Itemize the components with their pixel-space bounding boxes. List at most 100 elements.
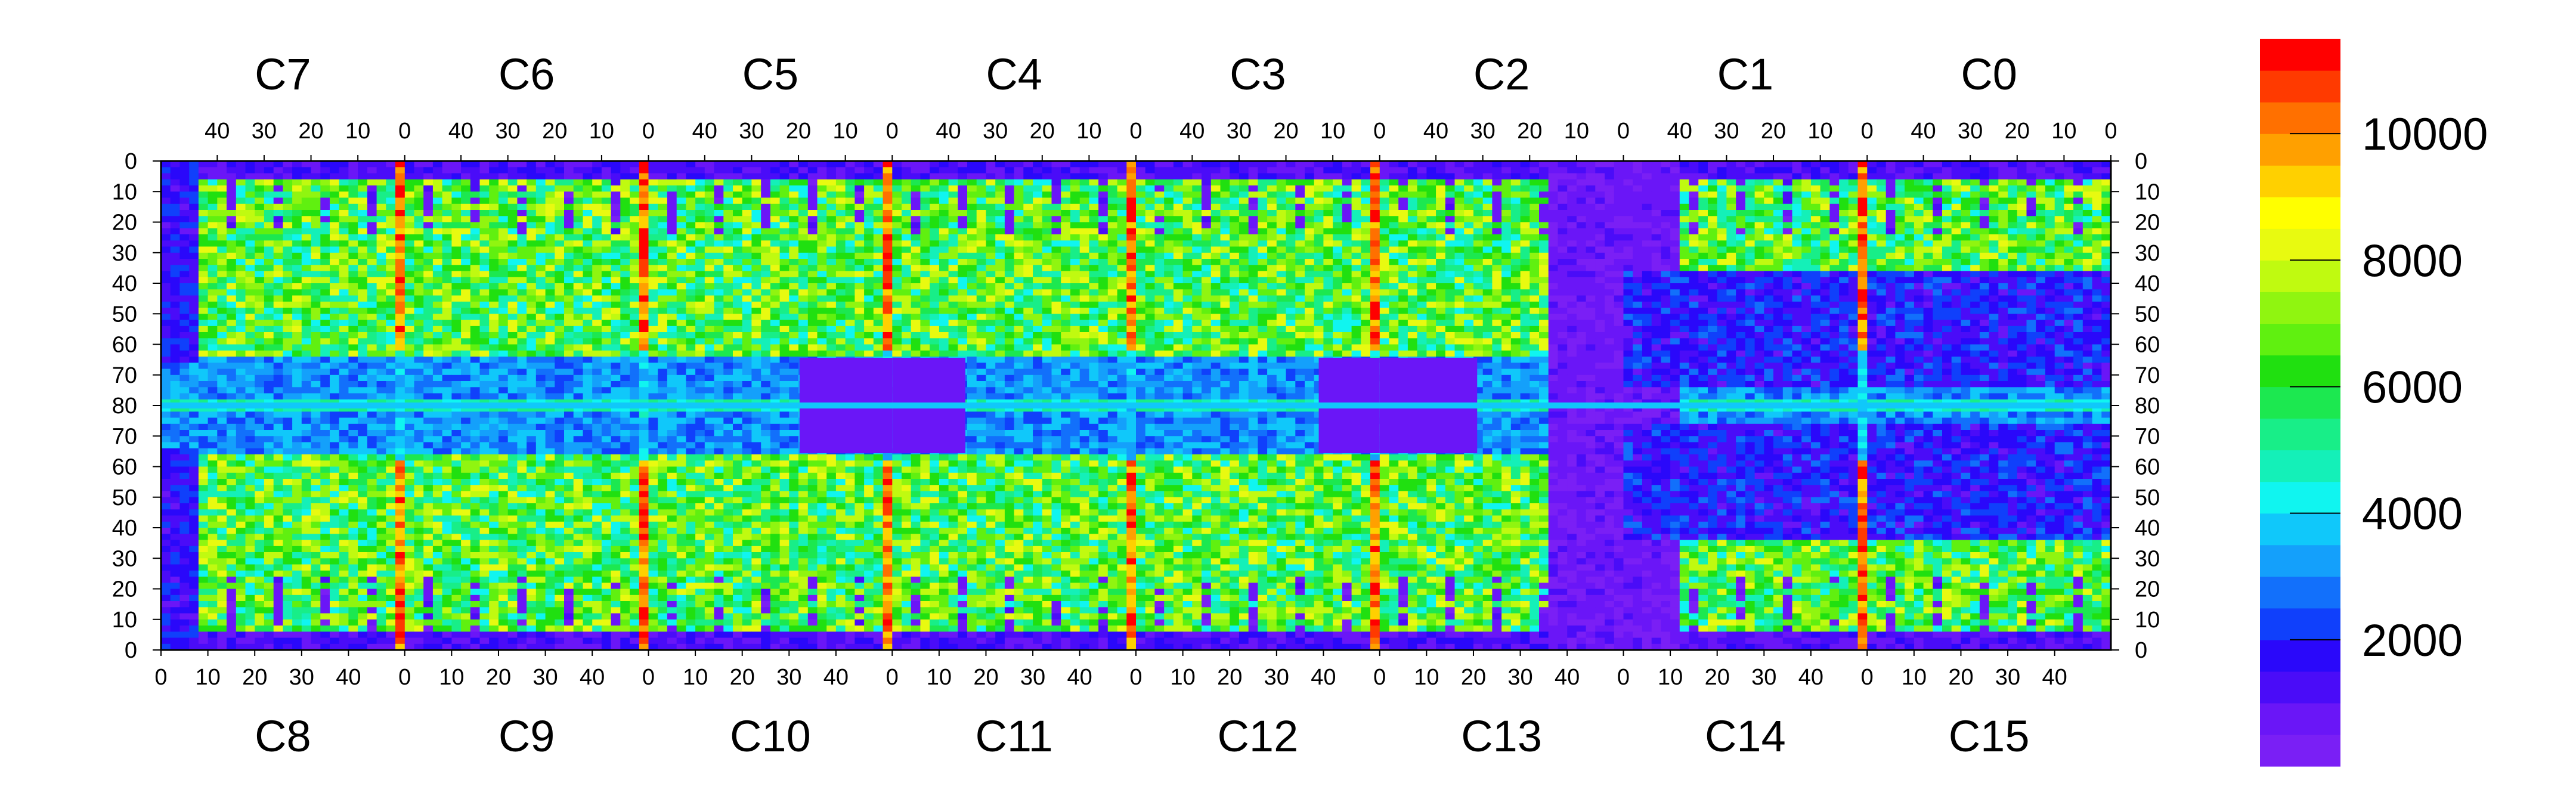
heatmap-cell: [573, 503, 583, 510]
heatmap-cell: [451, 197, 462, 205]
heatmap-cell: [611, 430, 621, 436]
heatmap-cell: [489, 185, 499, 192]
heatmap-cell: [198, 167, 209, 174]
heatmap-cell: [179, 216, 190, 223]
heatmap-cell: [301, 472, 312, 479]
heatmap-cell: [395, 246, 405, 253]
heatmap-cell: [545, 381, 555, 388]
heatmap-cell: [236, 381, 246, 388]
heatmap-cell: [189, 222, 199, 229]
heatmap-cell: [714, 265, 724, 272]
heatmap-cell: [227, 521, 237, 528]
heatmap-cell: [573, 265, 583, 272]
heatmap-cell: [507, 479, 518, 485]
heatmap-cell: [189, 485, 199, 492]
heatmap-cell: [564, 338, 574, 345]
heatmap-cell: [198, 521, 209, 528]
heatmap-cell: [601, 583, 612, 590]
heatmap-cell: [414, 301, 424, 308]
heatmap-cell: [714, 173, 724, 180]
heatmap-cell: [245, 234, 255, 241]
heatmap-cell: [779, 246, 789, 253]
heatmap-cell: [386, 350, 396, 357]
heatmap-cell: [611, 466, 621, 473]
heatmap-cell: [564, 613, 574, 620]
heatmap-cell: [583, 442, 593, 449]
heatmap-cell: [367, 570, 377, 577]
heatmap-cell: [283, 491, 293, 498]
heatmap-cell: [789, 301, 799, 308]
heatmap-cell: [564, 252, 574, 259]
heatmap-cell: [395, 210, 405, 216]
heatmap-cell: [189, 479, 199, 485]
heatmap-cell: [770, 308, 781, 314]
heatmap-cell: [348, 332, 358, 339]
heatmap-cell: [620, 423, 630, 431]
heatmap-cell: [339, 448, 349, 455]
heatmap-cell: [442, 479, 452, 485]
heatmap-cell: [499, 320, 509, 327]
heatmap-cell: [527, 210, 537, 216]
heatmap-cell: [517, 283, 527, 290]
heatmap-cell: [499, 466, 509, 473]
heatmap-cell: [639, 277, 649, 284]
heatmap-cell: [292, 252, 302, 259]
heatmap-cell: [339, 350, 349, 357]
heatmap-cell: [208, 295, 218, 302]
heatmap-cell: [527, 234, 537, 241]
heatmap-cell: [527, 589, 537, 596]
heatmap-cell: [179, 564, 190, 571]
heatmap-cell: [161, 387, 171, 394]
heatmap-cell: [170, 210, 180, 216]
heatmap-cell: [367, 283, 377, 290]
heatmap-cell: [564, 460, 574, 467]
heatmap-cell: [499, 540, 509, 547]
heatmap-cell: [658, 332, 668, 339]
heatmap-cell: [470, 308, 481, 314]
heatmap-cell: [236, 552, 246, 559]
heatmap-cell: [189, 601, 199, 608]
heatmap-cell: [517, 234, 527, 241]
heatmap-cell: [620, 338, 630, 345]
heatmap-cell: [545, 497, 555, 504]
heatmap-cell: [517, 442, 527, 449]
heatmap-cell: [658, 246, 668, 253]
heatmap-cell: [507, 393, 518, 400]
heatmap-cell: [320, 222, 330, 229]
heatmap-cell: [255, 314, 265, 321]
heatmap-cell: [639, 295, 649, 302]
heatmap-cell: [189, 374, 199, 382]
heatmap-cell: [245, 197, 255, 205]
heatmap-cell: [179, 332, 190, 339]
heatmap-cell: [432, 314, 443, 321]
heatmap-cell: [189, 643, 199, 650]
heatmap-cell: [507, 637, 518, 645]
heatmap-cell: [601, 222, 612, 229]
heatmap-cell: [883, 179, 893, 186]
heatmap-cell: [432, 234, 443, 241]
heatmap-cell: [517, 448, 527, 455]
heatmap-cell: [189, 277, 199, 284]
heatmap-cell: [208, 540, 218, 547]
heatmap-cell: [835, 332, 846, 339]
heatmap-cell: [695, 234, 705, 241]
heatmap-cell: [189, 173, 199, 180]
heatmap-cell: [273, 197, 283, 205]
heatmap-cell: [883, 216, 893, 223]
heatmap-cell: [499, 344, 509, 351]
heatmap-cell: [751, 326, 761, 333]
heatmap-cell: [835, 216, 846, 223]
heatmap-cell: [161, 265, 171, 272]
heatmap-cell: [451, 387, 462, 394]
heatmap-cell: [479, 381, 490, 388]
heatmap-cell: [227, 203, 237, 210]
heatmap-cell: [470, 210, 481, 216]
heatmap-cell: [161, 381, 171, 388]
heatmap-cell: [573, 179, 583, 186]
heatmap-cell: [432, 448, 443, 455]
heatmap-cell: [620, 528, 630, 534]
heatmap-cell: [761, 191, 771, 199]
heatmap-cell: [535, 509, 546, 516]
heatmap-cell: [817, 167, 827, 174]
heatmap-cell: [517, 277, 527, 284]
